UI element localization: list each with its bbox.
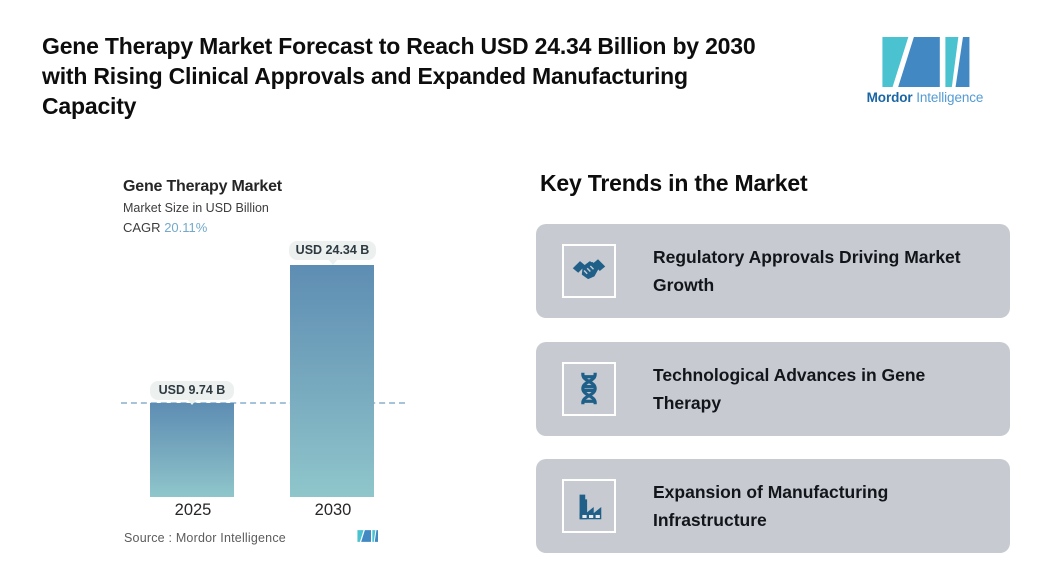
baseline-dashed-line [121,402,405,404]
trend-icon-tile [562,244,616,298]
mordor-intelligence-logo-icon [882,37,970,87]
trends-heading: Key Trends in the Market [540,170,808,196]
brand-name-light: Intelligence [916,90,984,105]
x-axis-label-2030: 2030 [314,501,352,519]
brand-logo: Mordor Intelligence [858,37,992,105]
bar-value-label-2030: USD 24.34 B [289,241,376,265]
x-axis-label-2025: 2025 [174,501,212,519]
bar-2030 [290,265,374,497]
handshake-icon [572,259,606,280]
bar-2025 [150,403,234,497]
trend-card-label: Technological Advances in Gene Therapy [653,365,926,413]
source-attribution: Source : Mordor Intelligence [124,531,286,545]
factory-icon [579,494,602,520]
source-logo-icon [357,530,378,542]
chart-subtitle: Market Size in USD Billion [123,201,269,215]
page-title-line-2: with Rising Clinical Approvals and Expan… [42,63,688,89]
dna-icon [581,372,597,405]
chart-cagr: CAGR 20.11% [123,220,207,235]
trend-card-regulatory-approvals: Regulatory Approvals Driving Market Grow… [536,224,1010,318]
trend-icon-tile [562,362,616,416]
page-title-line-1: Gene Therapy Market Forecast to Reach US… [42,33,756,59]
trend-card-label: Regulatory Approvals Driving Market Grow… [653,247,961,295]
trend-card-technological-advances: Technological Advances in Gene Therapy [536,342,1010,436]
bar-value-label-2025: USD 9.74 B [150,381,234,405]
page-title: Gene Therapy Market Forecast to Reach US… [42,31,756,121]
page-title-line-3: Capacity [42,93,137,119]
chart-title: Gene Therapy Market [123,178,282,195]
trend-card-manufacturing-expansion: Expansion of Manufacturing Infrastructur… [536,459,1010,553]
brand-name-bold: Mordor [866,90,913,105]
trend-card-label: Expansion of Manufacturing Infrastructur… [653,482,889,530]
cagr-label: CAGR [123,220,161,235]
brand-wordmark: Mordor Intelligence [858,90,992,105]
cagr-value: 20.11% [164,220,208,235]
trend-icon-tile [562,479,616,533]
